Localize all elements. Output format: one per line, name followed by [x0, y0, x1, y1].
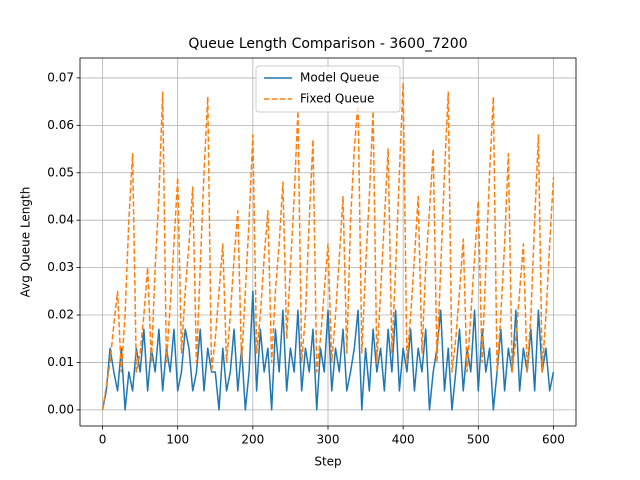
x-axis-label: Step: [314, 455, 341, 469]
x-tick-label: 300: [317, 433, 340, 447]
axes: 0 100 200 300 400 500 600 0.00 0.01 0.02 0.03 0.04 0…: [47, 70, 565, 446]
plot-area: [101, 81, 555, 411]
y-tick-label: 0.06: [47, 118, 74, 132]
y-tick-label: 0.04: [47, 213, 74, 227]
y-tick-label: 0.02: [47, 308, 74, 322]
series-line: [101, 81, 555, 410]
x-tick-label: 600: [542, 433, 565, 447]
x-tick-label: 200: [241, 433, 264, 447]
legend-label: Model Queue: [300, 71, 379, 85]
y-tick-label: 0.03: [47, 260, 74, 274]
y-axis-label: Avg Queue Length: [19, 187, 33, 298]
y-tick-label: 0.01: [47, 355, 74, 369]
y-tick-label: 0.07: [47, 70, 74, 84]
x-tick-label: 500: [467, 433, 490, 447]
y-tick-label: 0.00: [47, 402, 74, 416]
y-tick-label: 0.05: [47, 165, 74, 179]
chart-title: Queue Length Comparison - 3600_7200: [188, 36, 467, 52]
x-tick-label: 0: [99, 433, 107, 447]
series-line: [101, 290, 555, 411]
x-tick-label: 100: [166, 433, 189, 447]
legend-label: Fixed Queue: [300, 92, 374, 106]
x-tick-label: 400: [392, 433, 415, 447]
legend: Model Queue Fixed Queue: [255, 65, 401, 113]
